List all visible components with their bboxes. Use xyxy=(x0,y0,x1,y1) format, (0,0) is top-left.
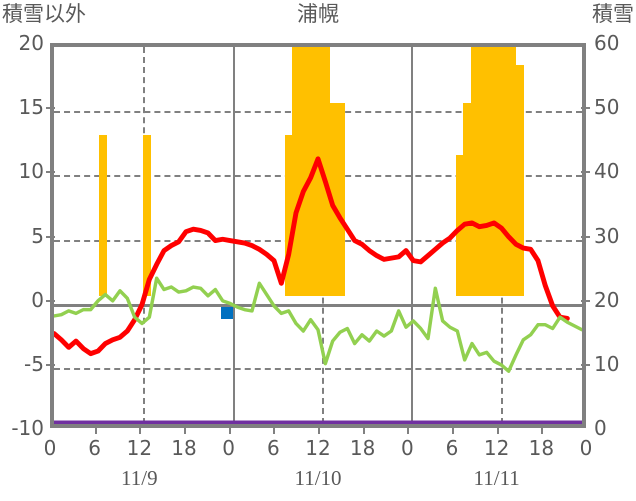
y-right-tickmark-50 xyxy=(581,107,590,110)
y-right-tick-60: 60 xyxy=(594,31,620,55)
y-right-tick-20: 20 xyxy=(594,287,620,312)
y-left-tick--5: -5 xyxy=(24,351,44,376)
x-tickmark-48 xyxy=(407,427,410,434)
y-right-tick-30: 30 xyxy=(594,223,620,248)
y-right-tick-50: 50 xyxy=(594,95,620,120)
y-left-tickmark-10 xyxy=(46,171,55,174)
gridline-x-24 xyxy=(232,47,235,424)
plot-area xyxy=(50,43,586,428)
x-tickmark-12 xyxy=(139,427,142,434)
bar xyxy=(515,64,524,296)
x-tickmark-30 xyxy=(273,427,276,434)
x-tick-66: 18 xyxy=(528,436,555,460)
x-tickmark-18 xyxy=(184,427,186,434)
y-left-tick--10: -10 xyxy=(11,416,44,440)
gridline-x-48 xyxy=(411,47,414,424)
y-right-tick-40: 40 xyxy=(594,159,620,184)
x-tick-18: 18 xyxy=(171,436,197,460)
x-tick-42: 18 xyxy=(349,436,376,460)
y-left-tick-15: 15 xyxy=(18,95,44,120)
x-tickmark-60 xyxy=(496,427,499,434)
x-tick-54: 6 xyxy=(445,436,459,460)
y-left-tickmark--5 xyxy=(46,363,55,366)
x-tickmark-66 xyxy=(541,427,544,434)
x-tick-48: 0 xyxy=(400,436,414,460)
y-right-tickmark-30 xyxy=(581,235,590,238)
x-tickmark-54 xyxy=(452,427,454,434)
y-right-tickmark-40 xyxy=(581,171,590,174)
day-label-11-11: 11/11 xyxy=(473,466,520,490)
x-tick-72: 0 xyxy=(579,436,593,460)
gridline-y--5 xyxy=(54,367,582,370)
y-left-tick-0: 0 xyxy=(31,287,44,312)
x-tick-30: 6 xyxy=(266,436,280,460)
y-left-tickmark-0 xyxy=(46,299,55,302)
x-tickmark-24 xyxy=(228,427,231,434)
x-tick-60: 12 xyxy=(483,436,510,460)
x-tick-6: 6 xyxy=(88,436,102,460)
y-left-tickmark-5 xyxy=(46,235,55,238)
right-axis-title: 積雪 xyxy=(592,2,634,26)
y-right-tick-0: 0 xyxy=(594,416,607,440)
x-tick-24: 0 xyxy=(222,436,236,460)
left-axis-title: 積雪以外 xyxy=(2,2,86,26)
y-left-tick-20: 20 xyxy=(18,31,44,55)
y-left-tickmark-15 xyxy=(46,107,55,110)
y-right-tickmark-10 xyxy=(581,363,590,366)
bar xyxy=(143,135,152,296)
plot-inner xyxy=(54,47,582,424)
y-right-tick-10: 10 xyxy=(594,351,620,376)
chart-title: 浦幌 xyxy=(297,2,339,26)
y-left-tick-10: 10 xyxy=(18,159,44,184)
day-label-11-9: 11/9 xyxy=(121,466,158,490)
x-tick-12: 12 xyxy=(126,436,153,460)
x-tickmark-36 xyxy=(318,427,320,434)
y-left-tick-5: 5 xyxy=(31,223,44,248)
x-tick-0: 0 xyxy=(43,436,57,460)
x-tick-36: 12 xyxy=(305,436,331,460)
x-tickmark-6 xyxy=(94,427,97,434)
blue-square-marker xyxy=(220,306,233,319)
x-tickmark-42 xyxy=(362,427,365,434)
bar xyxy=(98,135,107,296)
bar xyxy=(336,103,345,296)
gridline-y-0 xyxy=(54,303,582,307)
day-label-11-10: 11/10 xyxy=(294,466,342,490)
y-right-tickmark-20 xyxy=(581,299,590,302)
